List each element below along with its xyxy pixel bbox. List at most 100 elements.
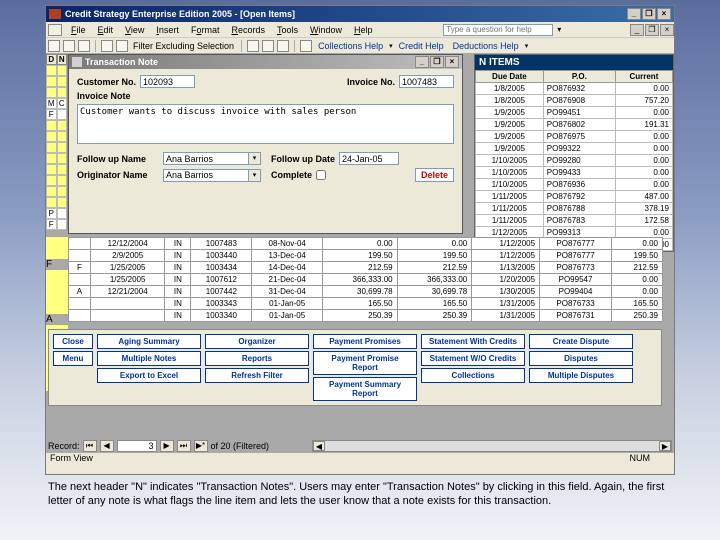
items-col-header[interactable]: Current: [615, 71, 672, 83]
originator-dropdown-icon[interactable]: ▾: [248, 169, 261, 182]
control-box-icon[interactable]: [48, 24, 62, 36]
dialog-minimize-button[interactable]: _: [415, 56, 429, 68]
nav-next-icon[interactable]: ▶: [160, 440, 174, 452]
menu-format[interactable]: Format: [185, 25, 226, 35]
menu-view[interactable]: View: [119, 25, 150, 35]
transaction-row[interactable]: 12/12/2004IN100748308-Nov-040.000.001/12…: [69, 238, 663, 250]
action-button[interactable]: Disputes: [529, 351, 633, 366]
menu-window[interactable]: Window: [304, 25, 348, 35]
items-col-header[interactable]: P.O.: [543, 71, 615, 83]
lower-flag-cell[interactable]: [46, 248, 68, 259]
items-row[interactable]: 1/9/2005PO876802191.31: [476, 119, 673, 131]
items-row[interactable]: 1/10/2005PO8769360.00: [476, 179, 673, 191]
flag-d-cell[interactable]: P: [46, 208, 57, 219]
action-button[interactable]: Refresh Filter: [205, 368, 309, 383]
record-number-input[interactable]: [117, 440, 157, 452]
delete-button[interactable]: Delete: [415, 168, 454, 182]
flag-d-cell[interactable]: [46, 175, 57, 186]
flag-d-cell[interactable]: [46, 186, 57, 197]
menu-insert[interactable]: Insert: [150, 25, 185, 35]
flag-n-cell[interactable]: [57, 164, 68, 175]
items-row[interactable]: 1/8/2005PO8769320.00: [476, 83, 673, 95]
flag-d-cell[interactable]: [46, 142, 57, 153]
menubar-dropdown-icon[interactable]: ▾: [553, 25, 565, 34]
transaction-row[interactable]: IN100334301-Jan-05165.50165.501/31/2005P…: [69, 298, 663, 310]
nav-new-icon[interactable]: ▶*: [194, 440, 208, 452]
undo-icon[interactable]: [262, 40, 274, 52]
action-button[interactable]: Create Dispute: [529, 334, 633, 349]
items-row[interactable]: 1/10/2005PO994330.00: [476, 167, 673, 179]
lower-flag-cell[interactable]: [46, 237, 68, 248]
flag-n-cell[interactable]: [57, 120, 68, 131]
originator-name-input[interactable]: [163, 169, 248, 182]
customer-no-input[interactable]: [140, 75, 195, 88]
lower-flag-cell[interactable]: [46, 270, 68, 281]
menu-help[interactable]: Help: [348, 25, 379, 35]
flag-d-cell[interactable]: [46, 164, 57, 175]
transaction-row[interactable]: IN100334001-Jan-05250.39250.391/31/2005P…: [69, 310, 663, 322]
book-icon[interactable]: [300, 40, 312, 52]
flag-n-cell[interactable]: [57, 87, 68, 98]
scroll-left-icon[interactable]: ◀: [313, 441, 325, 451]
print-icon[interactable]: [78, 40, 90, 52]
child-minimize-button[interactable]: _: [630, 24, 644, 36]
action-button[interactable]: Reports: [205, 351, 309, 366]
items-row[interactable]: 1/11/2005PO876783172.58: [476, 215, 673, 227]
flag-d-cell[interactable]: [46, 76, 57, 87]
action-button[interactable]: Multiple Disputes: [529, 368, 633, 383]
funnel-icon[interactable]: [116, 40, 128, 52]
action-button[interactable]: Statement With Credits: [421, 334, 525, 349]
flag-d-cell[interactable]: [46, 153, 57, 164]
action-button[interactable]: Multiple Notes: [97, 351, 201, 366]
items-row[interactable]: 1/11/2005PO876792487.00: [476, 191, 673, 203]
filter-excl-label[interactable]: Filter Excluding Selection: [131, 41, 236, 51]
flag-d-cell[interactable]: M: [46, 98, 57, 109]
flag-d-cell[interactable]: F: [46, 219, 57, 230]
items-row[interactable]: 1/9/2005PO994510.00: [476, 107, 673, 119]
nav-prev-icon[interactable]: ◀: [100, 440, 114, 452]
flag-n-cell[interactable]: [57, 109, 68, 120]
items-row[interactable]: 1/9/2005PO8769750.00: [476, 131, 673, 143]
items-row[interactable]: 1/11/2005PO876788378.19: [476, 203, 673, 215]
ask-question-input[interactable]: [443, 24, 553, 36]
action-button[interactable]: Payment Promise Report: [313, 351, 417, 375]
menu-tools[interactable]: Tools: [271, 25, 304, 35]
deductions-help-link[interactable]: Deductions Help: [450, 41, 522, 51]
cut-icon[interactable]: [101, 40, 113, 52]
dialog-close-button[interactable]: ×: [445, 56, 459, 68]
menu-file[interactable]: File: [65, 25, 92, 35]
transaction-row[interactable]: 1/25/2005IN100761221-Dec-04366,333.00366…: [69, 274, 663, 286]
flag-n-cell[interactable]: [57, 197, 68, 208]
flag-n-cell[interactable]: [57, 175, 68, 186]
invoice-no-input[interactable]: [399, 75, 454, 88]
action-button[interactable]: Statement W/O Credits: [421, 351, 525, 366]
invoice-note-textarea[interactable]: Customer wants to discuss invoice with s…: [77, 104, 454, 144]
followup-name-input[interactable]: [163, 152, 248, 165]
flag-n-cell[interactable]: [57, 186, 68, 197]
lower-flag-cell[interactable]: [46, 303, 68, 314]
close-button[interactable]: ×: [657, 8, 671, 20]
collections-help-link[interactable]: Collections Help: [315, 41, 386, 51]
save-icon[interactable]: [63, 40, 75, 52]
action-button[interactable]: Payment Promises: [313, 334, 417, 349]
lower-flag-cell[interactable]: A: [46, 314, 68, 325]
lower-flag-cell[interactable]: [46, 292, 68, 303]
flag-n-cell[interactable]: [57, 208, 68, 219]
transaction-row[interactable]: F1/25/2005IN100343414-Dec-04212.59212.59…: [69, 262, 663, 274]
action-button[interactable]: Export to Excel: [97, 368, 201, 383]
horizontal-scrollbar[interactable]: ◀ ▶: [312, 440, 672, 452]
menu-edit[interactable]: Edit: [92, 25, 120, 35]
flag-d-cell[interactable]: [46, 197, 57, 208]
dialog-maximize-button[interactable]: ❐: [430, 56, 444, 68]
flag-n-cell[interactable]: [57, 153, 68, 164]
menu-panel-button[interactable]: Menu: [53, 351, 93, 366]
flag-n-cell[interactable]: [57, 131, 68, 142]
action-button[interactable]: Payment Summary Report: [313, 377, 417, 401]
complete-checkbox[interactable]: [316, 170, 326, 180]
close-panel-button[interactable]: Close: [53, 334, 93, 349]
action-button[interactable]: Aging Summary: [97, 334, 201, 349]
action-button[interactable]: Organizer: [205, 334, 309, 349]
nav-last-icon[interactable]: ⏭: [177, 440, 191, 452]
followup-date-input[interactable]: [339, 152, 399, 165]
items-row[interactable]: 1/9/2005PO993220.00: [476, 143, 673, 155]
